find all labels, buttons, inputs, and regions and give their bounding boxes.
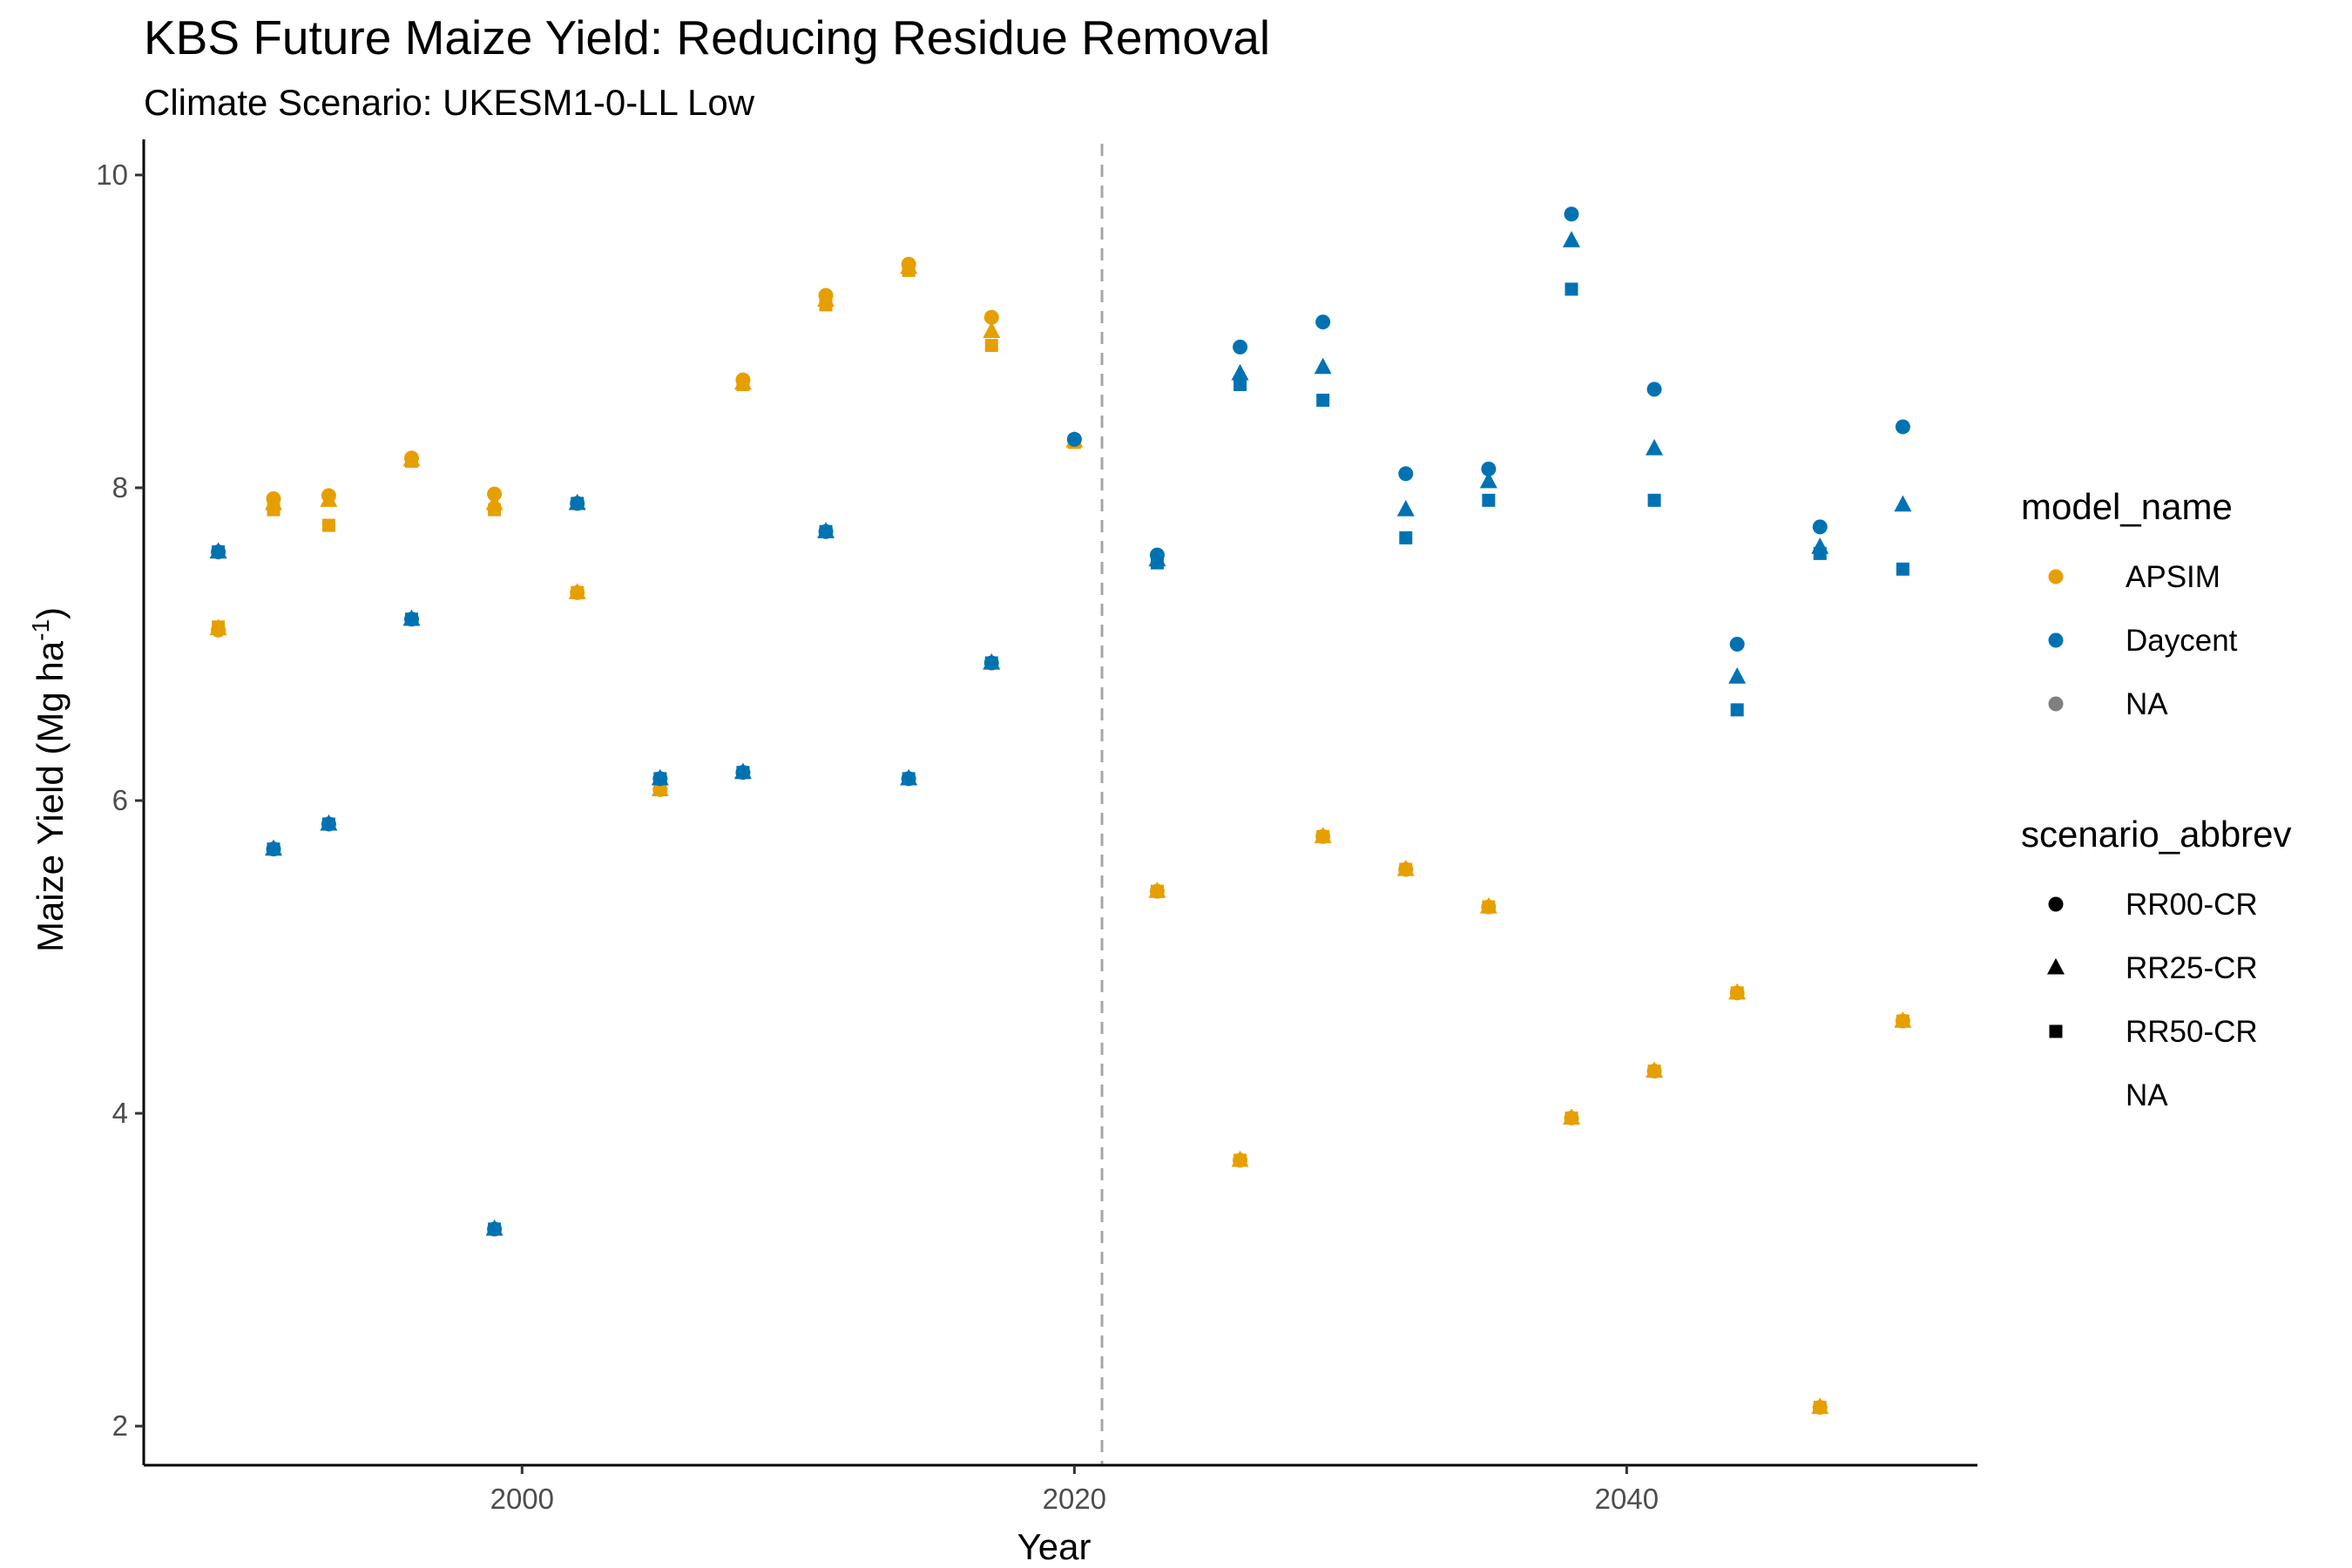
axes: 2 4 6 8 10 2000 2020 2040 <box>96 139 1977 1515</box>
data-point-daycent-rr00-cr <box>1481 461 1497 476</box>
data-point-daycent-rr00-cr <box>1646 382 1662 397</box>
y-axis-title-main: Maize Yield (Mg ha <box>30 640 71 952</box>
data-point-apsim-rr50-cr <box>267 503 280 517</box>
data-point-daycent-rr25-cr <box>1479 471 1497 489</box>
legend-label-na: NA <box>2126 1078 2168 1112</box>
data-point-apsim-rr50-cr <box>321 518 335 532</box>
data-point-apsim-rr50-cr <box>1316 829 1330 843</box>
data-point-apsim-rr00-cr <box>983 309 999 325</box>
data-point-apsim-rr50-cr <box>1565 1111 1578 1125</box>
data-point-apsim-rr50-cr <box>736 377 750 391</box>
data-point-daycent-rr50-cr <box>902 772 916 786</box>
data-point-daycent-rr25-cr <box>1396 499 1415 517</box>
data-point-apsim-rr50-cr <box>1647 1064 1661 1078</box>
y-tick-label: 10 <box>96 159 128 191</box>
data-point-daycent-rr50-cr <box>1730 703 1744 717</box>
data-points <box>209 206 1912 1416</box>
legend-key-rr00-cr <box>2048 896 2064 912</box>
data-point-daycent-rr00-cr <box>1895 419 1910 435</box>
data-point-daycent-rr50-cr <box>1813 546 1827 560</box>
data-point-apsim-rr50-cr <box>405 454 419 468</box>
data-point-daycent-rr25-cr <box>1728 667 1747 684</box>
data-point-apsim-rr50-cr <box>571 585 585 599</box>
data-point-daycent-rr50-cr <box>1233 377 1247 391</box>
data-point-daycent-rr50-cr <box>1482 493 1496 507</box>
data-point-apsim-rr25-cr <box>320 490 338 507</box>
data-point-daycent-rr25-cr <box>1894 495 1912 512</box>
chart-subtitle: Climate Scenario: UKESM1-0-LL Low <box>144 82 755 123</box>
data-point-daycent-rr50-cr <box>736 766 750 780</box>
legend-label-daycent: Daycent <box>2126 624 2238 658</box>
legend-key-na <box>2048 696 2064 712</box>
data-point-daycent-rr50-cr <box>1565 282 1578 296</box>
data-point-daycent-rr50-cr <box>1150 556 1164 570</box>
data-point-daycent-rr00-cr <box>1729 636 1745 652</box>
data-point-daycent-rr50-cr <box>819 524 833 538</box>
data-point-daycent-rr50-cr <box>405 612 419 626</box>
data-point-apsim-rr50-cr <box>984 339 998 353</box>
legend-label-apsim: APSIM <box>2126 560 2220 594</box>
data-point-daycent-rr50-cr <box>1316 393 1330 407</box>
x-tick-label: 2020 <box>1043 1483 1106 1515</box>
data-point-apsim-rr50-cr <box>653 782 667 796</box>
legend-label-rr50-cr: RR50-CR <box>2126 1015 2258 1049</box>
data-point-apsim-rr50-cr <box>1482 900 1496 914</box>
data-point-apsim-rr50-cr <box>902 263 916 277</box>
data-point-daycent-rr50-cr <box>1896 562 1909 576</box>
y-axis-title: Maize Yield (Mg ha-1) <box>27 607 71 952</box>
x-tick-label: 2000 <box>490 1483 554 1515</box>
data-point-daycent-rr00-cr <box>1066 431 1082 447</box>
data-point-apsim-rr50-cr <box>819 298 833 312</box>
data-point-apsim-rr50-cr <box>488 503 502 517</box>
data-point-apsim-rr50-cr <box>1233 1153 1247 1167</box>
chart-title: KBS Future Maize Yield: Reducing Residue… <box>144 10 1270 64</box>
data-point-daycent-rr00-cr <box>1233 339 1248 355</box>
y-tick-label: 8 <box>112 471 128 504</box>
data-point-daycent-rr50-cr <box>488 1222 502 1236</box>
data-point-daycent-rr25-cr <box>1562 231 1580 247</box>
legend-label-rr00-cr: RR00-CR <box>2126 888 2258 922</box>
data-point-daycent-rr00-cr <box>1315 314 1331 330</box>
legend-key-rr25-cr <box>2047 957 2065 975</box>
data-point-daycent-rr00-cr <box>1812 519 1828 535</box>
legend-key-apsim <box>2048 569 2064 585</box>
legend-key-rr50-cr <box>2049 1024 2063 1038</box>
data-point-apsim-rr50-cr <box>212 620 226 634</box>
data-point-daycent-rr25-cr <box>1646 438 1664 456</box>
data-point-apsim-rr25-cr <box>983 321 1001 338</box>
y-tick-label: 6 <box>112 784 128 816</box>
legend-key-daycent <box>2048 632 2064 648</box>
data-point-daycent-rr00-cr <box>1398 466 1414 482</box>
data-point-daycent-rr50-cr <box>653 772 667 786</box>
x-axis-title: Year <box>1017 1526 1092 1567</box>
legend-label-na: NA <box>2126 687 2168 721</box>
data-point-daycent-rr50-cr <box>1399 531 1413 544</box>
y-axis-title-superscript: -1 <box>27 619 54 641</box>
data-point-daycent-rr50-cr <box>321 817 335 831</box>
data-point-apsim-rr50-cr <box>1730 986 1744 1000</box>
data-point-apsim-rr50-cr <box>1399 862 1413 876</box>
y-tick-label: 2 <box>112 1409 128 1442</box>
data-point-daycent-rr50-cr <box>1647 493 1661 507</box>
data-point-apsim-rr50-cr <box>1150 884 1164 898</box>
legend-title-scenario: scenario_abbrev <box>2021 814 2292 855</box>
data-point-daycent-rr25-cr <box>1314 357 1332 375</box>
legend-title-model: model_name <box>2021 486 2233 527</box>
data-point-daycent-rr00-cr <box>1564 206 1579 222</box>
data-point-daycent-rr50-cr <box>267 842 280 856</box>
data-point-apsim-rr50-cr <box>1813 1401 1827 1415</box>
y-axis-title-end: ) <box>30 607 71 619</box>
data-point-daycent-rr50-cr <box>984 656 998 670</box>
data-point-apsim-rr50-cr <box>1896 1014 1909 1028</box>
legend-label-rr25-cr: RR25-CR <box>2126 951 2258 985</box>
data-point-daycent-rr50-cr <box>212 545 226 559</box>
x-tick-label: 2040 <box>1595 1483 1659 1515</box>
data-point-daycent-rr25-cr <box>1231 363 1249 381</box>
y-tick-label: 4 <box>112 1097 128 1129</box>
legend: model_name scenario_abbrev APSIM Daycent N… <box>2021 486 2292 1112</box>
data-point-daycent-rr50-cr <box>571 497 585 510</box>
